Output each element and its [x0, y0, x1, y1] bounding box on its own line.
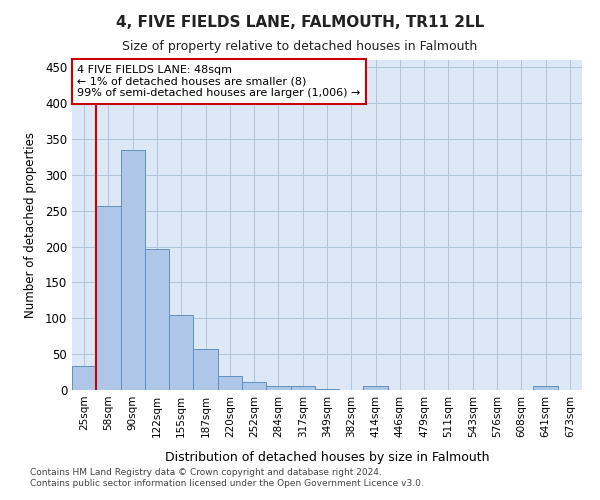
Text: 4 FIVE FIELDS LANE: 48sqm
← 1% of detached houses are smaller (8)
99% of semi-de: 4 FIVE FIELDS LANE: 48sqm ← 1% of detach…: [77, 65, 361, 98]
Bar: [96, 206, 121, 390]
Bar: [145, 248, 169, 390]
Bar: [315, 388, 339, 390]
Text: Contains HM Land Registry data © Crown copyright and database right 2024.
Contai: Contains HM Land Registry data © Crown c…: [30, 468, 424, 487]
Bar: [218, 376, 242, 390]
Bar: [169, 316, 193, 390]
Text: Size of property relative to detached houses in Falmouth: Size of property relative to detached ho…: [122, 40, 478, 53]
Bar: [193, 349, 218, 390]
Bar: [242, 382, 266, 390]
Bar: [364, 386, 388, 390]
Bar: [72, 366, 96, 390]
Bar: [290, 386, 315, 390]
Bar: [533, 386, 558, 390]
X-axis label: Distribution of detached houses by size in Falmouth: Distribution of detached houses by size …: [165, 451, 489, 464]
Y-axis label: Number of detached properties: Number of detached properties: [23, 132, 37, 318]
Text: 4, FIVE FIELDS LANE, FALMOUTH, TR11 2LL: 4, FIVE FIELDS LANE, FALMOUTH, TR11 2LL: [116, 15, 484, 30]
Bar: [266, 386, 290, 390]
Bar: [121, 150, 145, 390]
